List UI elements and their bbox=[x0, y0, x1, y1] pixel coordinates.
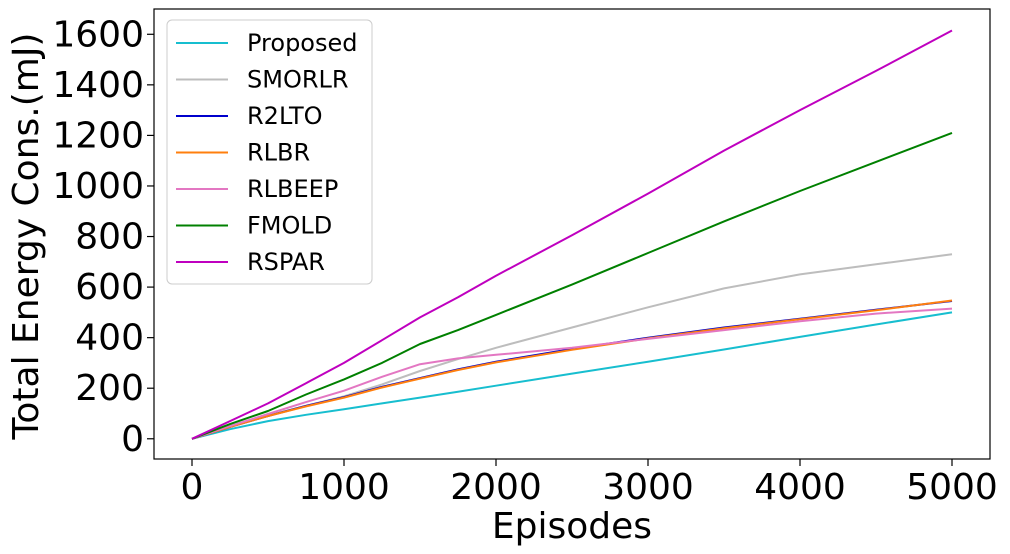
y-axis: 0 200 400 600 800 1000 1200 1400 1600 bbox=[52, 14, 154, 460]
series-line-rlbr bbox=[191, 299, 953, 440]
legend-box bbox=[166, 19, 373, 285]
legend-label-rlbeep: RLBEEP bbox=[247, 175, 338, 203]
y-tick-label: 800 bbox=[75, 217, 144, 258]
y-tick-label: 400 bbox=[75, 318, 144, 359]
legend: Proposed SMORLR R2LTO RLBR RLBEEP FMOLD RSPAR bbox=[166, 19, 373, 285]
legend-label-rspar: RSPAR bbox=[247, 248, 325, 276]
series-line-rspar bbox=[191, 29, 953, 440]
legend-label-fmold: FMOLD bbox=[247, 212, 332, 240]
series-layer bbox=[191, 29, 953, 440]
y-tick-label: 1600 bbox=[52, 14, 144, 55]
x-tick-label: 5000 bbox=[906, 467, 998, 508]
x-tick-label: 0 bbox=[181, 467, 204, 508]
x-tick-label: 2000 bbox=[450, 467, 542, 508]
series-line-proposed bbox=[191, 311, 953, 440]
series-line-fmold bbox=[191, 131, 953, 440]
legend-label-proposed: Proposed bbox=[247, 29, 358, 57]
x-axis: 0 1000 2000 3000 4000 5000 bbox=[181, 459, 998, 508]
legend-label-r2lto: R2LTO bbox=[247, 102, 323, 130]
legend-label-rlbr: RLBR bbox=[247, 139, 310, 167]
x-axis-label: Episodes bbox=[492, 506, 652, 547]
y-axis-label: Total Energy Cons.(mJ) bbox=[6, 33, 47, 441]
x-tick-label: 1000 bbox=[298, 467, 390, 508]
y-tick-label: 1400 bbox=[52, 65, 144, 106]
y-tick-label: 600 bbox=[75, 267, 144, 308]
x-tick-label: 4000 bbox=[754, 467, 846, 508]
legend-label-smorlr: SMORLR bbox=[247, 66, 349, 94]
y-tick-label: 1200 bbox=[52, 115, 144, 156]
y-tick-label: 0 bbox=[121, 419, 144, 460]
y-tick-label: 200 bbox=[75, 368, 144, 409]
y-tick-label: 1000 bbox=[52, 166, 144, 207]
x-tick-label: 3000 bbox=[602, 467, 694, 508]
series-line-rlbeep bbox=[191, 307, 953, 440]
